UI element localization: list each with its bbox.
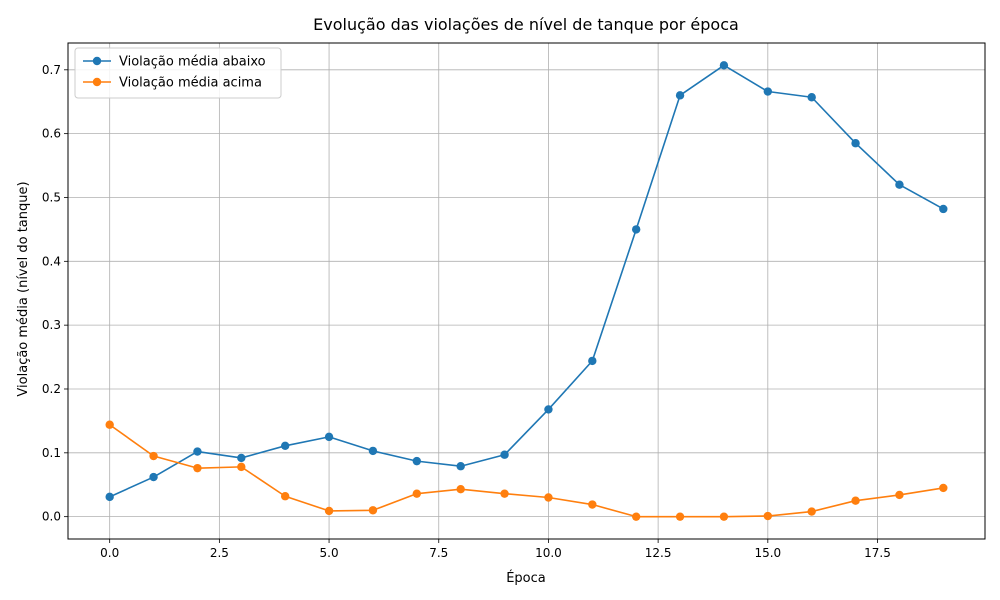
grid-layer: [68, 43, 985, 539]
data-point: [237, 462, 246, 472]
data-point: [763, 87, 773, 96]
data-point: [631, 225, 641, 234]
data-point: [456, 485, 465, 494]
x-tick-label: 12.5: [645, 546, 672, 560]
legend-box: [74, 47, 282, 99]
data-point: [851, 496, 860, 505]
data-point: [544, 405, 553, 414]
series-line: [109, 424, 944, 518]
legend-label: Violação média acima: [119, 76, 262, 91]
data-point: [324, 506, 334, 516]
data-point: [807, 507, 816, 516]
series-1: [105, 420, 948, 521]
data-point: [807, 93, 816, 102]
series-layer: [105, 61, 948, 521]
x-axis-label: Época: [506, 570, 546, 586]
data-point: [675, 512, 685, 521]
data-point: [368, 506, 378, 515]
x-tick-label: 17.5: [864, 546, 891, 560]
data-point: [675, 91, 685, 100]
legend-label: Violação média abaixo: [119, 55, 266, 70]
legend-item: Violação média abaixo: [83, 55, 266, 70]
data-point: [456, 462, 465, 471]
data-point: [500, 450, 509, 459]
data-point: [280, 441, 290, 451]
data-point: [895, 180, 904, 189]
data-point: [149, 451, 158, 461]
data-point: [939, 204, 948, 214]
data-point: [895, 490, 904, 500]
data-point: [588, 500, 597, 509]
data-point: [939, 483, 948, 493]
series-0: [105, 61, 948, 502]
y-tick-label: 0.3: [42, 318, 61, 332]
data-point: [631, 512, 641, 521]
data-point: [193, 463, 202, 473]
data-point: [324, 432, 334, 442]
data-point: [149, 472, 158, 482]
data-point: [851, 139, 860, 148]
data-point: [500, 489, 509, 498]
data-point: [588, 356, 597, 366]
chart-title: Evolução das violações de nível de tanqu…: [313, 15, 739, 34]
data-point: [193, 447, 202, 456]
y-tick-label: 0.2: [42, 382, 61, 396]
x-tick-label: 5.0: [320, 546, 339, 560]
data-point: [105, 420, 114, 429]
y-axis-label: Violação média (nível do tanque): [16, 181, 31, 396]
y-tick-label: 0.4: [42, 254, 61, 268]
x-tick-label: 2.5: [210, 546, 229, 560]
plot-frame: [67, 42, 986, 540]
y-tick-label: 0.5: [42, 190, 61, 204]
legend-marker: [92, 77, 102, 87]
y-tick-label: 0.7: [42, 63, 61, 77]
ticks-layer: 0.0 2.5 5.0 7.5 10.0 12.5 15.0 17.5 0.0 0.1 0.2 0.3…: [42, 63, 891, 560]
data-point: [412, 456, 422, 466]
data-point: [368, 446, 378, 456]
data-point: [763, 511, 773, 521]
data-point: [719, 61, 729, 70]
legend: Violação média abaixo Violação média acim…: [74, 47, 282, 99]
y-tick-label: 0.6: [42, 127, 61, 141]
x-tick-label: 15.0: [754, 546, 781, 560]
y-tick-label: 0.0: [42, 510, 61, 524]
x-tick-label: 0.0: [100, 546, 119, 560]
legend-item: Violação média acima: [83, 76, 262, 91]
series-line: [109, 64, 944, 498]
data-point: [719, 512, 729, 521]
data-point: [237, 453, 246, 463]
data-point: [280, 492, 290, 501]
data-point: [412, 489, 422, 498]
y-tick-label: 0.1: [42, 446, 61, 460]
legend-marker: [92, 56, 102, 66]
x-tick-label: 10.0: [535, 546, 562, 560]
data-point: [105, 492, 114, 502]
x-tick-label: 7.5: [429, 546, 448, 560]
data-point: [544, 493, 553, 502]
